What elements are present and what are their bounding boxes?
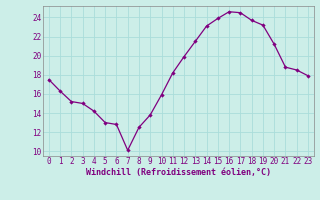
X-axis label: Windchill (Refroidissement éolien,°C): Windchill (Refroidissement éolien,°C) <box>86 168 271 177</box>
